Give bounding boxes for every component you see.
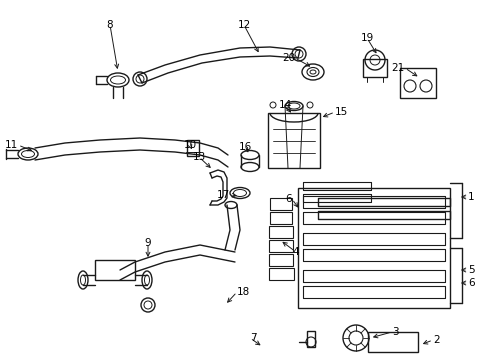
Text: 1: 1 [467, 192, 474, 202]
Bar [303, 286, 444, 298]
Text: 2: 2 [432, 335, 439, 345]
Text: 16: 16 [238, 142, 251, 152]
Text: 15: 15 [334, 107, 347, 117]
Bar [306, 331, 314, 347]
Text: 21: 21 [391, 63, 404, 73]
Bar [303, 249, 444, 261]
Text: 10: 10 [183, 140, 196, 150]
Bar [186, 140, 199, 156]
Bar [269, 198, 291, 210]
Text: 9: 9 [144, 238, 151, 248]
Text: 13: 13 [192, 152, 205, 162]
Text: 7: 7 [249, 333, 256, 343]
Text: 8: 8 [106, 20, 113, 30]
Text: 12: 12 [237, 20, 250, 30]
Text: 19: 19 [360, 33, 373, 43]
Text: 6: 6 [285, 194, 291, 204]
Bar [303, 233, 444, 245]
Text: 11: 11 [5, 140, 18, 150]
Bar [317, 211, 449, 219]
Text: 3: 3 [391, 327, 398, 337]
Bar [367, 332, 417, 352]
Bar [303, 270, 444, 282]
Bar [303, 194, 370, 202]
Bar [399, 68, 435, 98]
Text: 20: 20 [281, 53, 294, 63]
Text: 5: 5 [467, 265, 474, 275]
Bar [268, 240, 292, 252]
Bar [269, 226, 292, 238]
Bar [269, 212, 292, 224]
Bar [268, 268, 293, 280]
Text: 17: 17 [216, 190, 229, 200]
Bar [268, 254, 293, 266]
Bar [317, 198, 449, 206]
Bar [297, 188, 449, 308]
Bar [303, 182, 370, 190]
Bar [303, 196, 444, 208]
Bar [267, 113, 319, 168]
Text: 4: 4 [292, 247, 299, 257]
Bar [303, 212, 444, 224]
Bar [362, 59, 386, 77]
Bar [95, 260, 135, 280]
Text: 6: 6 [467, 278, 474, 288]
Text: 14: 14 [278, 100, 291, 110]
Text: 18: 18 [237, 287, 250, 297]
